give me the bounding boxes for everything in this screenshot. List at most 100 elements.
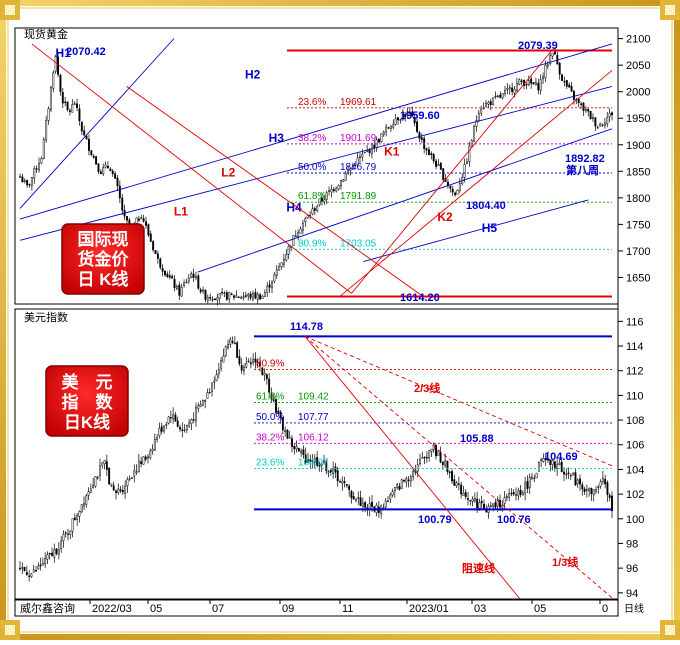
dxy-candle — [496, 498, 499, 507]
gold-candle — [213, 298, 216, 301]
dxy-candle — [304, 454, 307, 463]
gold-candle — [608, 112, 611, 117]
gold-candle — [594, 117, 597, 127]
gold-candle — [85, 135, 88, 140]
dxy-candle — [197, 405, 200, 409]
frame-corner-tl-icon — [0, 0, 20, 20]
dxy-candle — [471, 498, 474, 502]
dxy-candle — [595, 489, 597, 492]
gold-candle — [561, 74, 564, 81]
gold-candle — [530, 78, 533, 84]
dxy-candle — [229, 339, 232, 345]
gold-candle — [473, 126, 476, 142]
gold-candle — [19, 176, 21, 178]
x-tick-label: 2023/01 — [409, 603, 449, 615]
dxy-y-tick-label: 114 — [626, 341, 644, 353]
gold-candle — [589, 111, 592, 120]
dxy-panel: 94 96 98 100 102 104 106 108 110 112 114 116 80.9% 61… — [19, 316, 644, 600]
gold-candle — [244, 295, 247, 297]
dxy-candle — [320, 463, 323, 466]
dxy-candle — [119, 489, 122, 492]
dxy-candle — [60, 540, 63, 549]
gold-candle — [135, 217, 138, 224]
gold-candle — [603, 122, 606, 126]
gold-candle — [373, 144, 376, 149]
dxy-candle — [243, 366, 245, 372]
dxy-candle — [179, 427, 181, 430]
dxy-candle — [103, 459, 106, 464]
dxy-candle — [135, 471, 138, 473]
gold-candle — [168, 275, 171, 278]
gold-candle — [572, 90, 575, 100]
dxy-candle — [585, 489, 588, 491]
dxy-candle — [73, 517, 76, 520]
dxy-candle — [453, 479, 456, 486]
dxy-candle — [240, 365, 243, 371]
dxy-candle — [236, 342, 239, 358]
dxy-label-recent_high: 104.69 — [544, 451, 578, 463]
gold-candle — [328, 190, 331, 192]
dxy-candle — [39, 564, 42, 567]
dxy-candle — [588, 488, 591, 492]
gold-trendline-label: L1 — [174, 204, 188, 218]
dxy-candle — [277, 410, 280, 414]
dxy-label-line_13: 1/3线 — [552, 555, 578, 569]
dxy-candle — [489, 505, 492, 507]
dxy-candle — [416, 464, 419, 472]
dxy-candle — [94, 476, 97, 487]
gold-trendline — [19, 43, 613, 220]
gold-candle — [435, 160, 438, 167]
gold-candle — [304, 218, 307, 223]
gold-fib-pct: 38.2% — [298, 133, 326, 144]
gold-panel: 1650 1700 1750 1800 1850 1900 1950 2000 2050 2100… — [19, 34, 650, 306]
dxy-candle — [99, 465, 101, 476]
dxy-candle — [581, 484, 584, 490]
gold-candle — [218, 292, 221, 299]
dxy-candle — [67, 533, 69, 536]
dxy-candle — [217, 368, 220, 375]
dxy-plot-area — [14, 308, 619, 600]
dxy-candle — [160, 426, 163, 432]
gold-candle — [54, 56, 57, 72]
dxy-candle — [256, 361, 259, 364]
dxy-candle — [293, 445, 296, 450]
gold-trendline-label: K2 — [437, 210, 453, 224]
gold-candle — [397, 117, 399, 121]
dxy-candle — [528, 476, 531, 488]
gold-candle — [406, 111, 409, 117]
gold-candle — [263, 292, 266, 297]
dxy-y-tick-label: 110 — [626, 390, 644, 402]
gold-candle — [480, 109, 483, 114]
gold-candle — [154, 250, 157, 254]
dxy-candle — [501, 504, 504, 509]
dxy-candle — [78, 511, 81, 517]
gold-fib-pct: 80.9% — [298, 238, 326, 249]
gold-candle — [271, 281, 273, 289]
gold-candle — [161, 268, 164, 272]
dxy-y-tick-label: 106 — [626, 440, 644, 452]
dxy-candle — [281, 417, 284, 431]
dxy-candle — [355, 498, 357, 501]
gold-candle — [149, 233, 152, 242]
gold-y-tick-label: 1800 — [626, 193, 650, 205]
dxy-candle — [128, 478, 131, 480]
dxy-candle — [339, 481, 341, 483]
dxy-candle — [195, 407, 197, 422]
dxy-candle — [199, 404, 202, 407]
gold-candle — [259, 294, 262, 300]
dxy-candle — [604, 478, 607, 485]
dxy-candle — [21, 567, 24, 569]
gold-candle — [73, 103, 76, 105]
gold-candle — [211, 298, 214, 301]
dxy-candle — [142, 456, 145, 465]
dxy-candle — [323, 460, 325, 463]
x-tick-label: 2022/03 — [92, 603, 132, 615]
gold-candle — [587, 108, 590, 112]
gold-candle — [87, 138, 90, 151]
dxy-candle — [521, 492, 524, 496]
gold-candle — [137, 218, 140, 221]
dxy-label-low_1: 100.79 — [418, 514, 452, 526]
gold-candle — [197, 275, 200, 289]
